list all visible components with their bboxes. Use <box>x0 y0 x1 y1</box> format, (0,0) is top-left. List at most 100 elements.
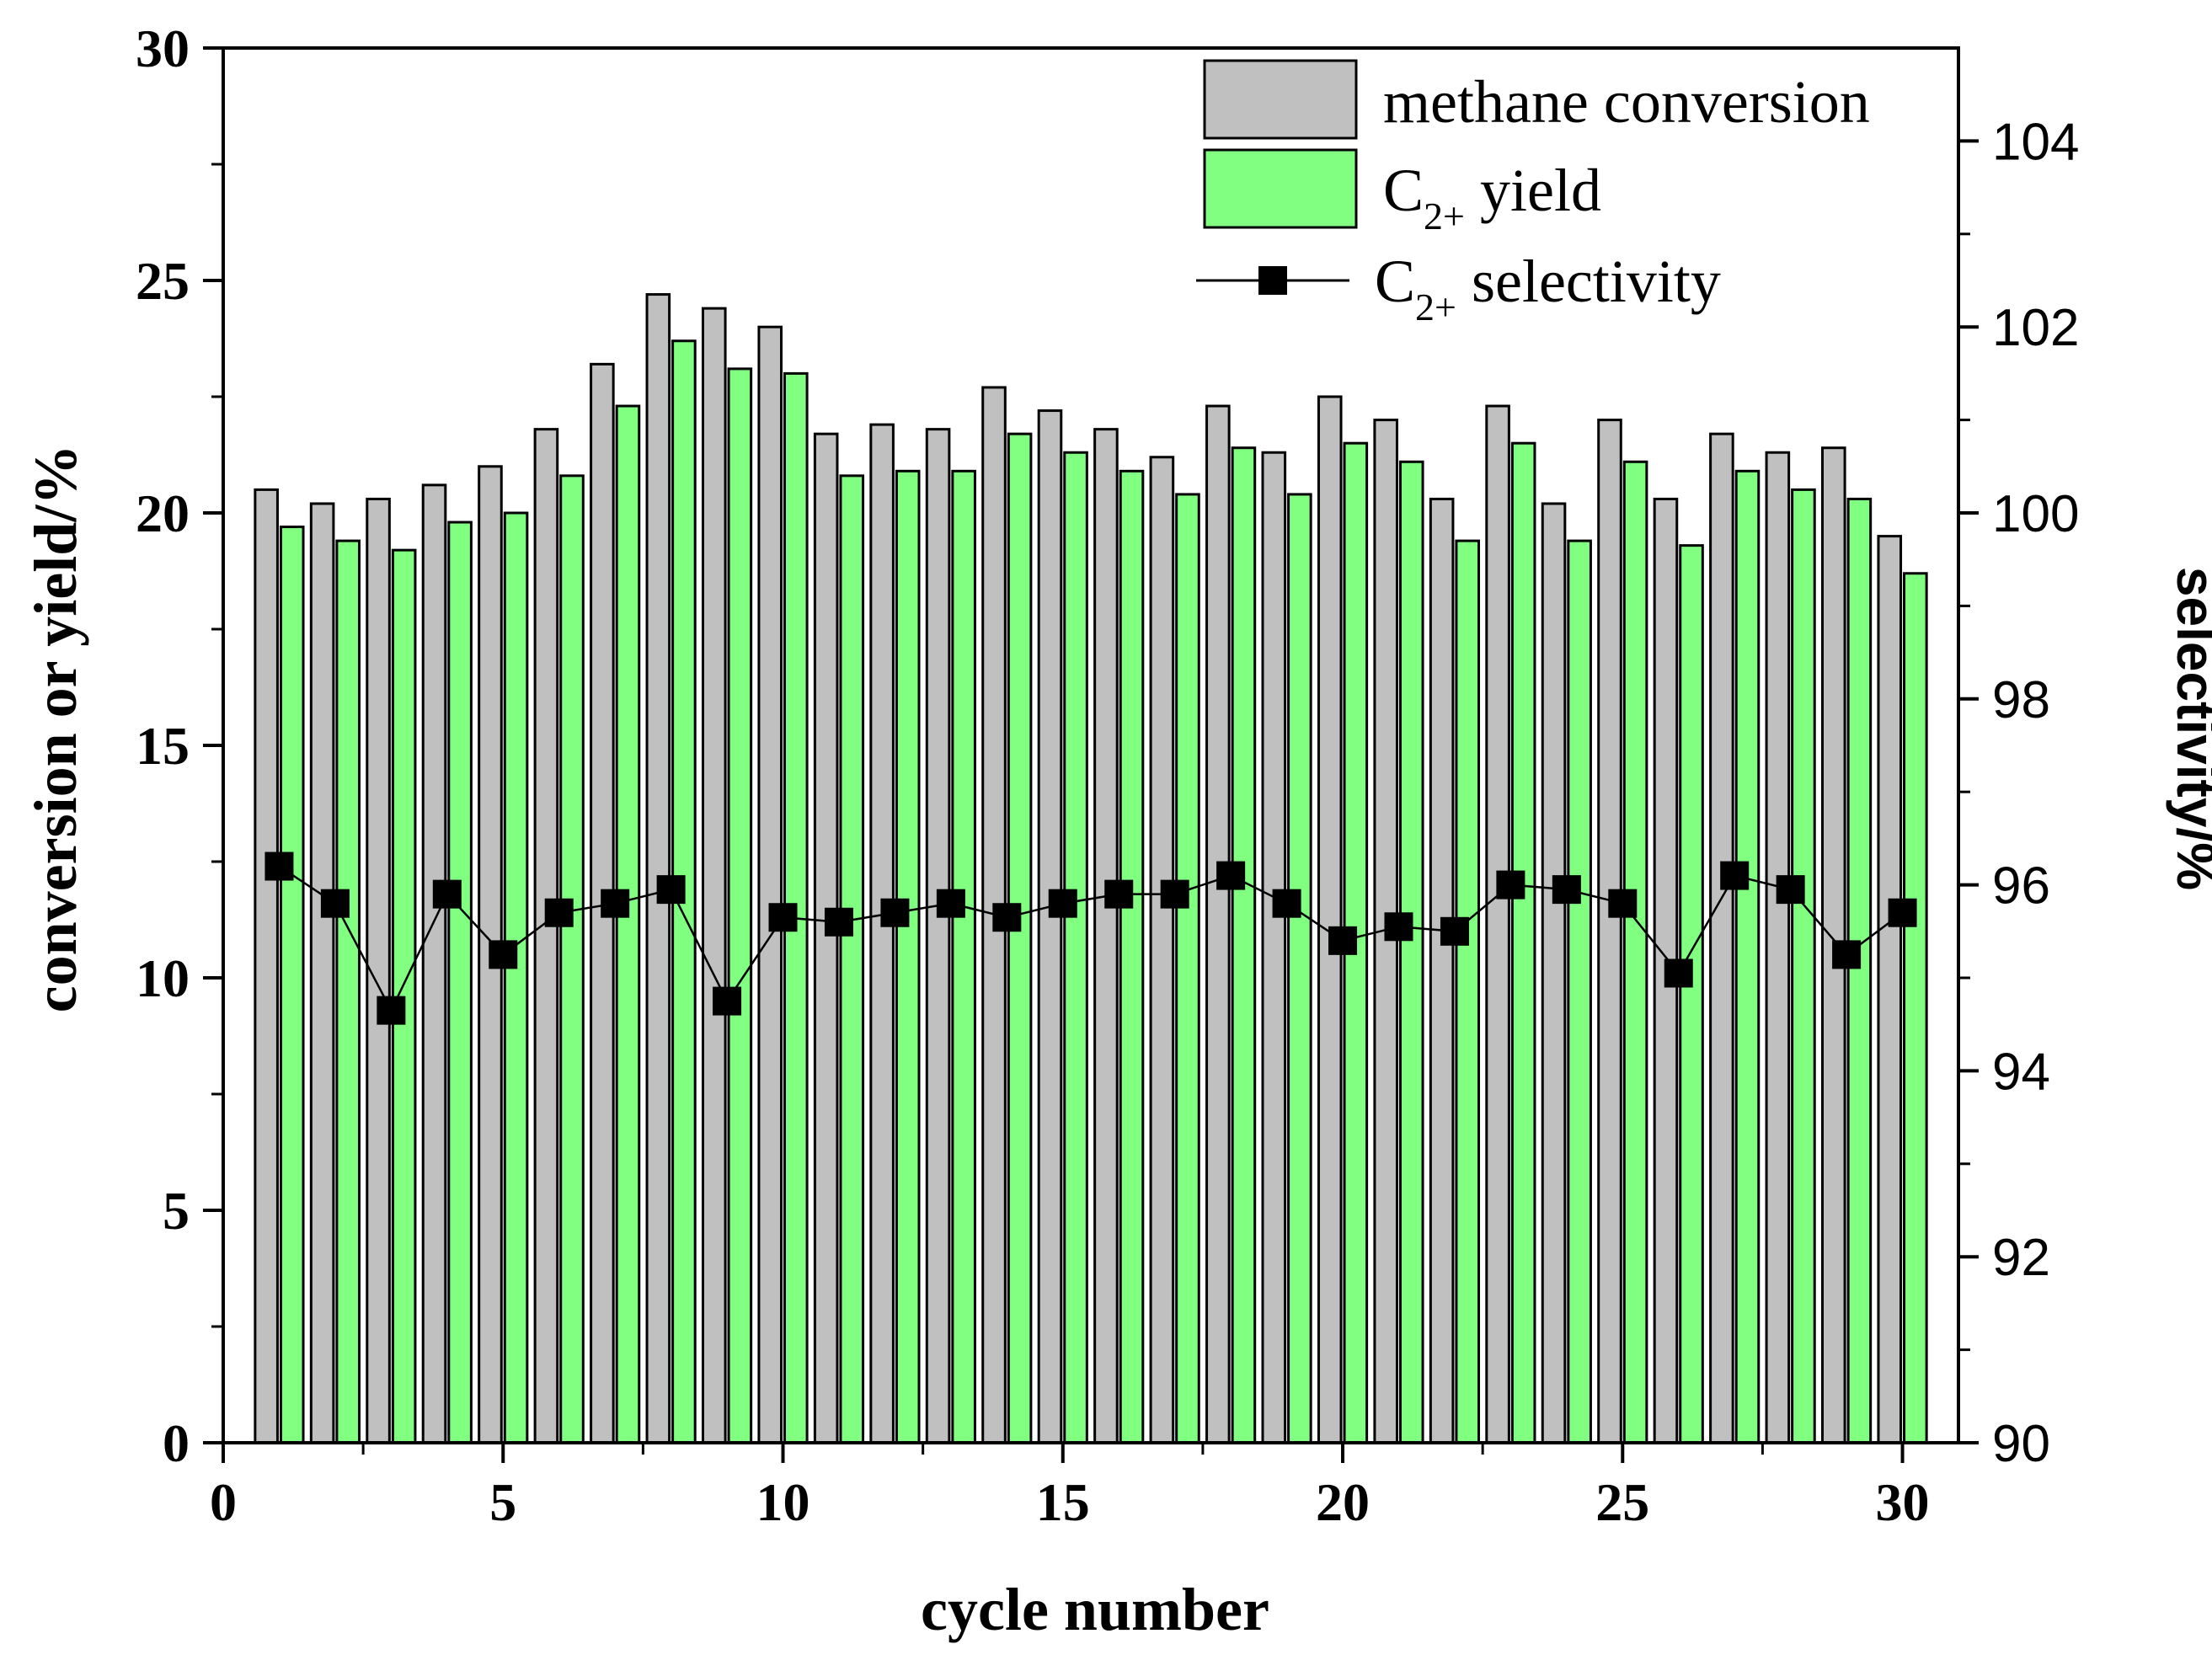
selectivity-point <box>713 986 742 1016</box>
selectivity-point <box>1888 898 1917 927</box>
selectivity-point <box>377 996 406 1025</box>
bar-yield <box>895 469 921 1444</box>
legend-selectivity-sub: 2+ <box>1415 286 1456 328</box>
bar-yield <box>1119 469 1145 1444</box>
bar-conversion <box>1261 451 1287 1444</box>
bar-yield <box>1622 460 1648 1444</box>
selectivity-point <box>1776 875 1805 905</box>
selectivity-point <box>1328 926 1358 955</box>
legend-yield-main: C <box>1383 157 1424 224</box>
bar-conversion <box>254 488 279 1444</box>
selectivity-point <box>1496 870 1525 900</box>
bar-conversion <box>1317 395 1343 1444</box>
selectivity-point <box>1608 889 1638 918</box>
bar-yield <box>1734 469 1761 1444</box>
selectivity-point <box>768 903 798 932</box>
bar-yield <box>1398 460 1424 1444</box>
bar-yield <box>1791 488 1816 1444</box>
tick-layer: 0 5 10 15 20 25 30 0 5 10 15 20 25 30 90 92 94 96 98 100 102… <box>136 19 2079 1532</box>
x-tick-label: 0 <box>210 1472 237 1532</box>
bar-yield <box>615 404 641 1444</box>
x-tick-label: 20 <box>1316 1472 1370 1532</box>
y-right-tick-label: 94 <box>1992 1043 2050 1101</box>
legend-yield-sub: 2+ <box>1424 195 1465 238</box>
bar-yield <box>1455 539 1481 1444</box>
selectivity-point <box>1664 958 1693 988</box>
selectivity-point <box>544 898 574 927</box>
selectivity-point <box>1216 861 1246 890</box>
y-left-tick-label: 0 <box>163 1413 190 1473</box>
bar-yield <box>1063 451 1088 1444</box>
selectivity-point <box>1160 879 1189 909</box>
bar-conversion <box>421 483 447 1444</box>
selectivity-point <box>936 889 965 918</box>
selectivity-point <box>320 889 350 918</box>
bar-yield <box>1175 493 1200 1444</box>
legend-swatch-methane <box>1203 59 1358 140</box>
y-left-tick-label: 30 <box>136 19 190 78</box>
x-tick-label: 25 <box>1595 1472 1649 1532</box>
bar-conversion <box>813 432 839 1444</box>
selectivity-point <box>1720 861 1750 890</box>
bar-conversion <box>1877 535 1903 1444</box>
legend-selectivity-rest: selectivity <box>1456 248 1721 315</box>
bar-yield <box>559 474 585 1444</box>
selectivity-point <box>1552 875 1581 905</box>
y-left-tick-label: 15 <box>136 716 190 776</box>
x-axis-label: cycle number <box>921 1576 1269 1643</box>
bar-yield <box>1903 572 1928 1444</box>
bar-conversion <box>1541 502 1567 1444</box>
bar-conversion <box>1205 404 1231 1444</box>
bar-conversion <box>1429 497 1455 1444</box>
bar-yield <box>1510 441 1536 1444</box>
selectivity-point <box>880 898 910 927</box>
selectivity-point <box>1272 889 1301 918</box>
legend-marker-selectivity <box>1258 266 1287 295</box>
y-left-tick-label: 25 <box>136 251 190 311</box>
legend: methane conversion C2+ yield C2+ selecti… <box>1196 59 1870 328</box>
legend-yield-rest: yield <box>1465 157 1601 224</box>
bar-yield <box>1287 493 1312 1444</box>
bar-yield <box>279 526 305 1444</box>
bar-conversion <box>701 307 727 1444</box>
y-right-tick-label: 92 <box>1992 1229 2050 1287</box>
selectivity-point <box>1104 879 1134 909</box>
bar-conversion <box>1093 428 1119 1444</box>
selectivity-point <box>489 940 518 969</box>
bar-yield <box>1679 544 1704 1444</box>
y-axis-right-label: selectivity/% <box>2166 567 2212 890</box>
selectivity-point <box>1384 912 1413 942</box>
bar-yield <box>1231 446 1257 1444</box>
bar-conversion <box>1485 404 1510 1444</box>
bar-yield <box>1846 497 1873 1444</box>
selectivity-point <box>1440 916 1469 946</box>
y-right-tick-label: 102 <box>1992 299 2079 357</box>
selectivity-point <box>264 852 294 881</box>
bar-conversion <box>1149 456 1175 1444</box>
legend-label-yield: C2+ yield <box>1383 157 1601 238</box>
bar-yield <box>1007 432 1033 1444</box>
y-left-tick-label: 10 <box>136 948 190 1008</box>
bar-conversion <box>1037 409 1063 1444</box>
x-tick-label: 5 <box>489 1472 516 1532</box>
selectivity-point <box>992 903 1022 932</box>
bar-yield <box>503 511 529 1444</box>
bar-conversion <box>1709 432 1734 1444</box>
legend-label-selectivity: C2+ selectivity <box>1375 248 1721 328</box>
y-left-tick-label: 5 <box>163 1181 190 1241</box>
y-right-tick-label: 90 <box>1992 1415 2050 1473</box>
selectivity-point <box>1832 940 1862 969</box>
bar-yield <box>951 469 976 1444</box>
y-left-tick-label: 20 <box>136 483 190 543</box>
selectivity-line-layer <box>264 852 1917 1025</box>
bar-conversion <box>1597 419 1622 1444</box>
bar-yield <box>335 539 361 1444</box>
selectivity-point <box>432 879 462 909</box>
bar-yield <box>727 367 753 1444</box>
y-right-tick-label: 100 <box>1992 485 2079 543</box>
bar-conversion <box>925 428 951 1444</box>
x-tick-label: 15 <box>1036 1472 1090 1532</box>
legend-swatch-yield <box>1203 148 1358 229</box>
selectivity-point <box>656 875 686 905</box>
